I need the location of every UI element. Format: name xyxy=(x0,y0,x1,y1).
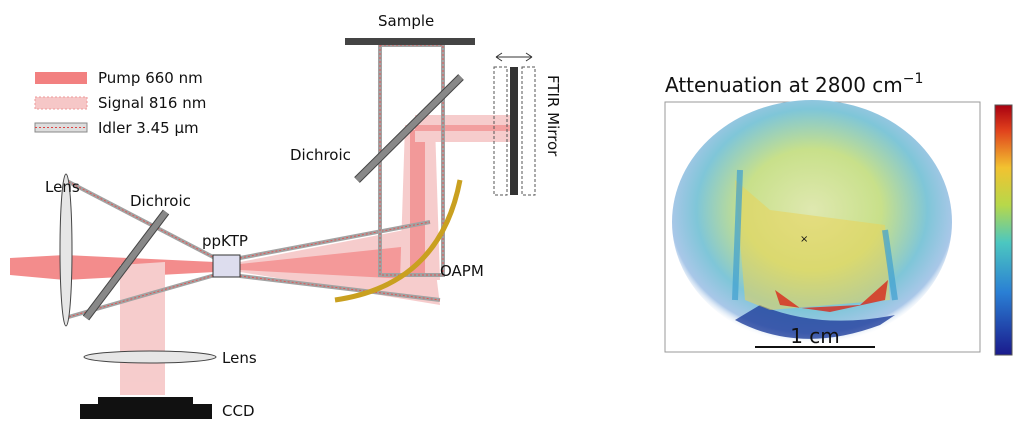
label: FTIR Mirror xyxy=(544,75,562,157)
attenuation-image: Attenuation at 2800 cm−1 × 1 cm xyxy=(664,71,1013,356)
dichroic-left-face xyxy=(83,210,169,320)
lens-left xyxy=(59,173,73,327)
label: ppKTP xyxy=(202,232,248,250)
idler-dash xyxy=(64,179,441,319)
title-main: Attenuation at 2800 cm xyxy=(665,73,903,97)
low-region xyxy=(735,305,895,339)
oapm xyxy=(334,179,463,303)
labels: Sample FTIR Mirror Dichroic Dichroic Len… xyxy=(45,12,562,420)
colorbar xyxy=(994,104,1013,356)
legend-label: Signal 816 nm xyxy=(98,94,206,112)
ccd-body xyxy=(80,404,212,419)
title-superscript: −1 xyxy=(903,71,924,87)
signal-to-ccd xyxy=(120,262,165,395)
mirror-travel-arrow xyxy=(495,52,533,62)
lens-bottom xyxy=(83,350,217,364)
sample-holder xyxy=(345,38,475,45)
ppktp-crystal xyxy=(212,254,241,278)
legend-label: Idler 3.45 µm xyxy=(98,119,199,137)
label: Lens xyxy=(45,178,80,196)
legend: Pump 660 nm Signal 816 nm Idler 3.45 µm xyxy=(34,69,206,137)
label: Lens xyxy=(222,349,257,367)
label: Sample xyxy=(378,12,434,30)
label: Dichroic xyxy=(290,146,351,164)
optics xyxy=(59,38,536,419)
mirror-ghost xyxy=(493,66,508,196)
mid-region xyxy=(735,180,890,310)
dichroic-top-face xyxy=(354,74,464,183)
edge-region xyxy=(732,169,898,301)
pump-to-mirror xyxy=(415,125,515,131)
image-title: Attenuation at 2800 cm−1 xyxy=(665,71,923,97)
idler-sample-dash xyxy=(379,44,444,276)
legend-label: Pump 660 nm xyxy=(98,69,203,87)
signal-swatch xyxy=(34,96,88,110)
ftir-mirror xyxy=(510,67,518,195)
label: Dichroic xyxy=(130,192,191,210)
label: OAPM xyxy=(440,262,484,280)
ccd-top xyxy=(98,397,193,404)
mirror-ghost xyxy=(521,66,536,196)
pump-swatch xyxy=(35,72,87,84)
pump-up xyxy=(410,130,425,275)
label: CCD xyxy=(222,402,255,419)
scale-bar-label: 1 cm xyxy=(790,324,840,348)
center-marker: × xyxy=(800,234,808,245)
